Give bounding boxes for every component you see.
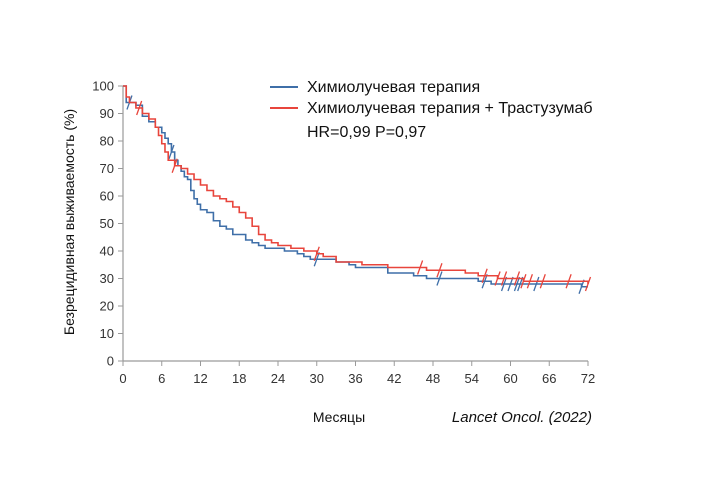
y-tick-label: 80	[100, 134, 114, 149]
y-tick-label: 10	[100, 326, 114, 341]
x-tick-label: 24	[271, 371, 285, 386]
x-ticks: 0 6 12 18 24 30 36 42 48 54 60 66 72	[119, 361, 595, 386]
y-tick-label: 20	[100, 299, 114, 314]
x-tick-label: 42	[387, 371, 401, 386]
legend: Химиолучевая терапия Химиолучевая терапи…	[270, 79, 593, 141]
x-tick-label: 30	[310, 371, 324, 386]
x-tick-label: 0	[119, 371, 126, 386]
x-tick-label: 12	[193, 371, 207, 386]
y-tick-label: 40	[100, 244, 114, 259]
x-tick-label: 6	[158, 371, 165, 386]
y-ticks: 0 10 20 30 40 50 60 70 80 90 100	[92, 79, 123, 369]
hazard-ratio-annotation: HR=0,99 P=0,97	[307, 124, 426, 141]
y-tick-label: 70	[100, 161, 114, 176]
x-tick-label: 66	[542, 371, 556, 386]
legend-label-chemo: Химиолучевая терапия	[307, 79, 480, 96]
x-axis-label: Месяцы	[313, 409, 365, 425]
x-tick-label: 54	[465, 371, 479, 386]
series-group	[123, 86, 591, 294]
x-tick-label: 60	[503, 371, 517, 386]
censor-mark	[586, 277, 591, 291]
y-tick-label: 90	[100, 106, 114, 121]
y-tick-label: 50	[100, 216, 114, 231]
x-tick-label: 72	[581, 371, 595, 386]
y-tick-label: 0	[107, 354, 114, 369]
x-tick-label: 18	[232, 371, 246, 386]
legend-label-trastuzumab: Химиолучевая терапия + Трастузумаб	[307, 100, 593, 117]
source-citation: Lancet Oncol. (2022)	[452, 409, 592, 426]
x-tick-label: 36	[348, 371, 362, 386]
y-tick-label: 60	[100, 189, 114, 204]
y-tick-label: 100	[92, 79, 114, 94]
y-axis-label: Безрецидивная выживаемость (%)	[61, 109, 77, 335]
survival-chart: 0 10 20 30 40 50 60 70 80 90 100 0 6 12 18 24 30 36 42 48 5…	[0, 0, 713, 495]
y-tick-label: 30	[100, 271, 114, 286]
x-tick-label: 48	[426, 371, 440, 386]
